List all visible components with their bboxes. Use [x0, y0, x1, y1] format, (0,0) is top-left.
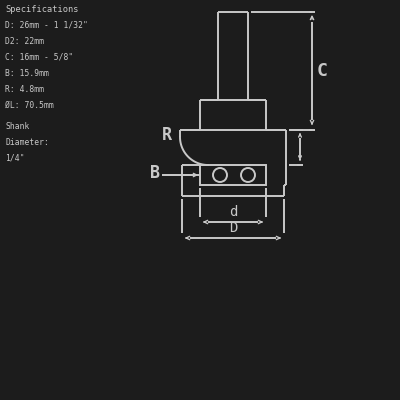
Text: Diameter:: Diameter: — [5, 138, 49, 147]
Text: C: C — [317, 62, 328, 80]
Text: Specifications: Specifications — [5, 5, 78, 14]
Text: ØL: 70.5mm: ØL: 70.5mm — [5, 101, 54, 110]
Text: B: B — [150, 164, 160, 182]
Bar — [200, 165, 266, 185]
Text: C: 16mm - 5/8": C: 16mm - 5/8" — [5, 53, 73, 62]
Text: D: 26mm - 1 1/32": D: 26mm - 1 1/32" — [5, 21, 88, 30]
Text: B: 15.9mm: B: 15.9mm — [5, 69, 49, 78]
Text: D2: 22mm: D2: 22mm — [5, 37, 44, 46]
Text: D: D — [229, 221, 237, 235]
Text: Shank: Shank — [5, 122, 29, 131]
Text: R: R — [162, 126, 172, 144]
Text: d: d — [229, 205, 237, 219]
Text: R: 4.8mm: R: 4.8mm — [5, 85, 44, 94]
Text: 1/4": 1/4" — [5, 154, 24, 163]
